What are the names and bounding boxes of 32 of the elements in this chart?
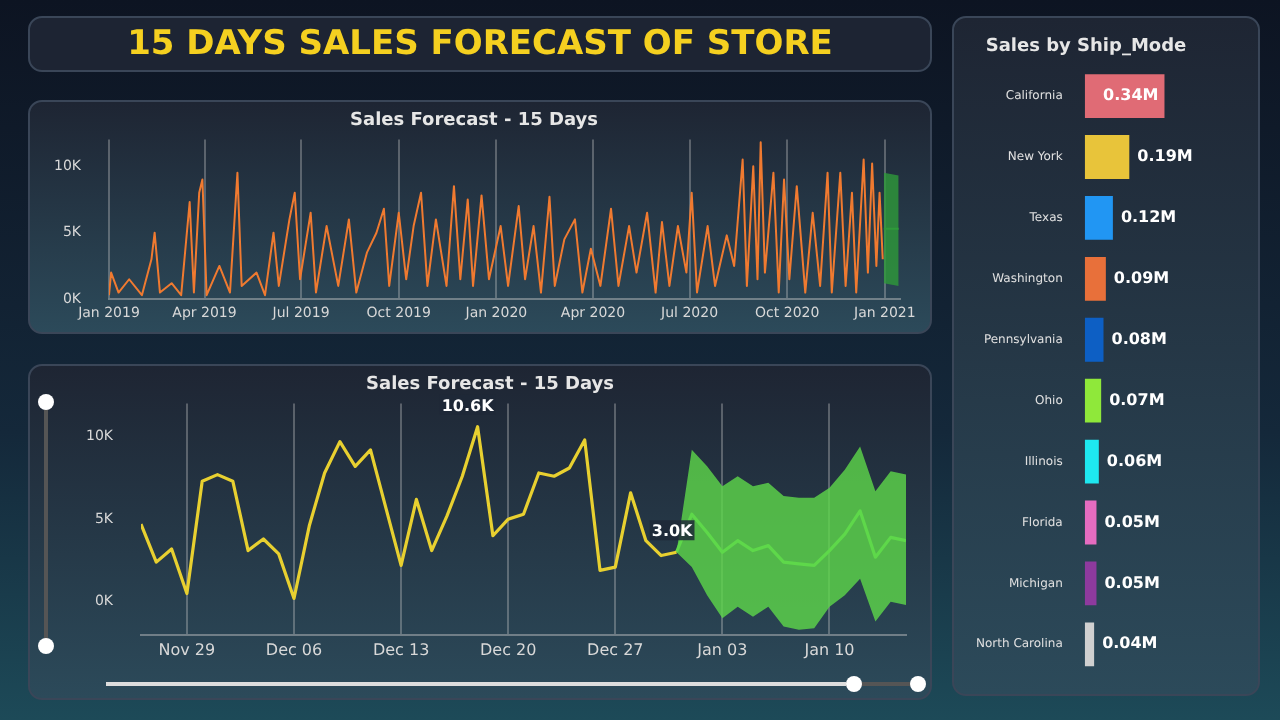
bar — [1084, 256, 1106, 301]
chart-title: Sales Forecast - 15 Days — [366, 375, 614, 396]
data-label: 0.05M — [1104, 512, 1160, 531]
x-tick-label: Dec 27 — [587, 640, 644, 659]
data-label: 0.04M — [1102, 634, 1158, 653]
data-label: 0.07M — [1109, 390, 1165, 409]
bar — [1084, 195, 1113, 240]
text: 15 DAYS SALES FORECAST OF STORE — [28, 16, 932, 72]
data-label: 0.34M — [1103, 86, 1159, 105]
data-label: 0.12M — [1120, 208, 1177, 227]
data-label: 0.09M — [1113, 268, 1170, 287]
data-label: 0.05M — [1104, 573, 1160, 592]
x-tick-label: Jan 03 — [695, 640, 748, 659]
bar — [1084, 622, 1095, 667]
data-label: 0.19M — [1137, 147, 1193, 166]
x-tick-label: Dec 20 — [479, 640, 537, 659]
x-tick-label: Dec 13 — [372, 640, 430, 659]
bar — [1084, 439, 1099, 484]
x-tick-label: Dec 06 — [265, 640, 323, 659]
bar — [1084, 561, 1097, 606]
chart-title: Sales by Ship_Mode — [985, 37, 1187, 58]
bar — [1084, 135, 1130, 179]
data-label: 10.6K — [441, 396, 496, 415]
chart-title: Sales Forecast - 15 Days — [350, 111, 598, 132]
data-label: 0.06M — [1106, 451, 1163, 470]
data-label: 3.0K — [651, 522, 695, 541]
data-label: 0.08M — [1111, 329, 1167, 348]
bar — [1084, 378, 1102, 423]
bar — [1084, 500, 1097, 545]
x-tick-label: Nov 29 — [158, 640, 216, 659]
x-tick-label: Jan 10 — [802, 640, 855, 659]
bar — [1084, 317, 1104, 362]
